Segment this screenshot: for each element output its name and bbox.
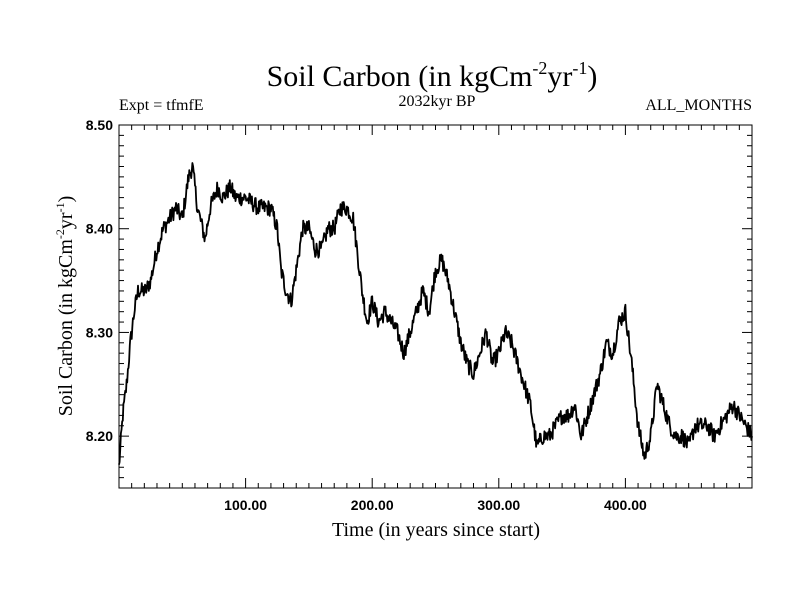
series-line [118,162,753,465]
y-axis-label: Soil Carbon (in kgCm-2yr-1) [53,196,77,417]
x-tick-labels: 100.00 200.00 300.00 400.00 [224,497,647,513]
y-tick-labels: 8.20 8.30 8.40 8.50 [86,117,113,444]
plot-frame [118,124,753,489]
chart-title: Soil Carbon (in kgCm-2yr-1) [267,58,598,93]
y-tick-label: 8.40 [86,221,113,237]
y-tick-label: 8.20 [86,428,113,444]
subtitle-expt: Expt = tfmfE [119,97,204,114]
subtitle-period: 2032kyr BP [399,93,476,110]
x-tick-label: 200.00 [351,497,394,513]
x-tick-label: 100.00 [224,497,267,513]
y-tick-label: 8.50 [86,117,113,133]
x-axis-label: Time (in years since start) [332,519,540,541]
x-tick-label: 400.00 [604,497,647,513]
axis-ticks [118,124,753,489]
x-tick-label: 300.00 [477,497,520,513]
subtitle-months: ALL_MONTHS [645,97,752,114]
y-tick-label: 8.30 [86,324,113,340]
